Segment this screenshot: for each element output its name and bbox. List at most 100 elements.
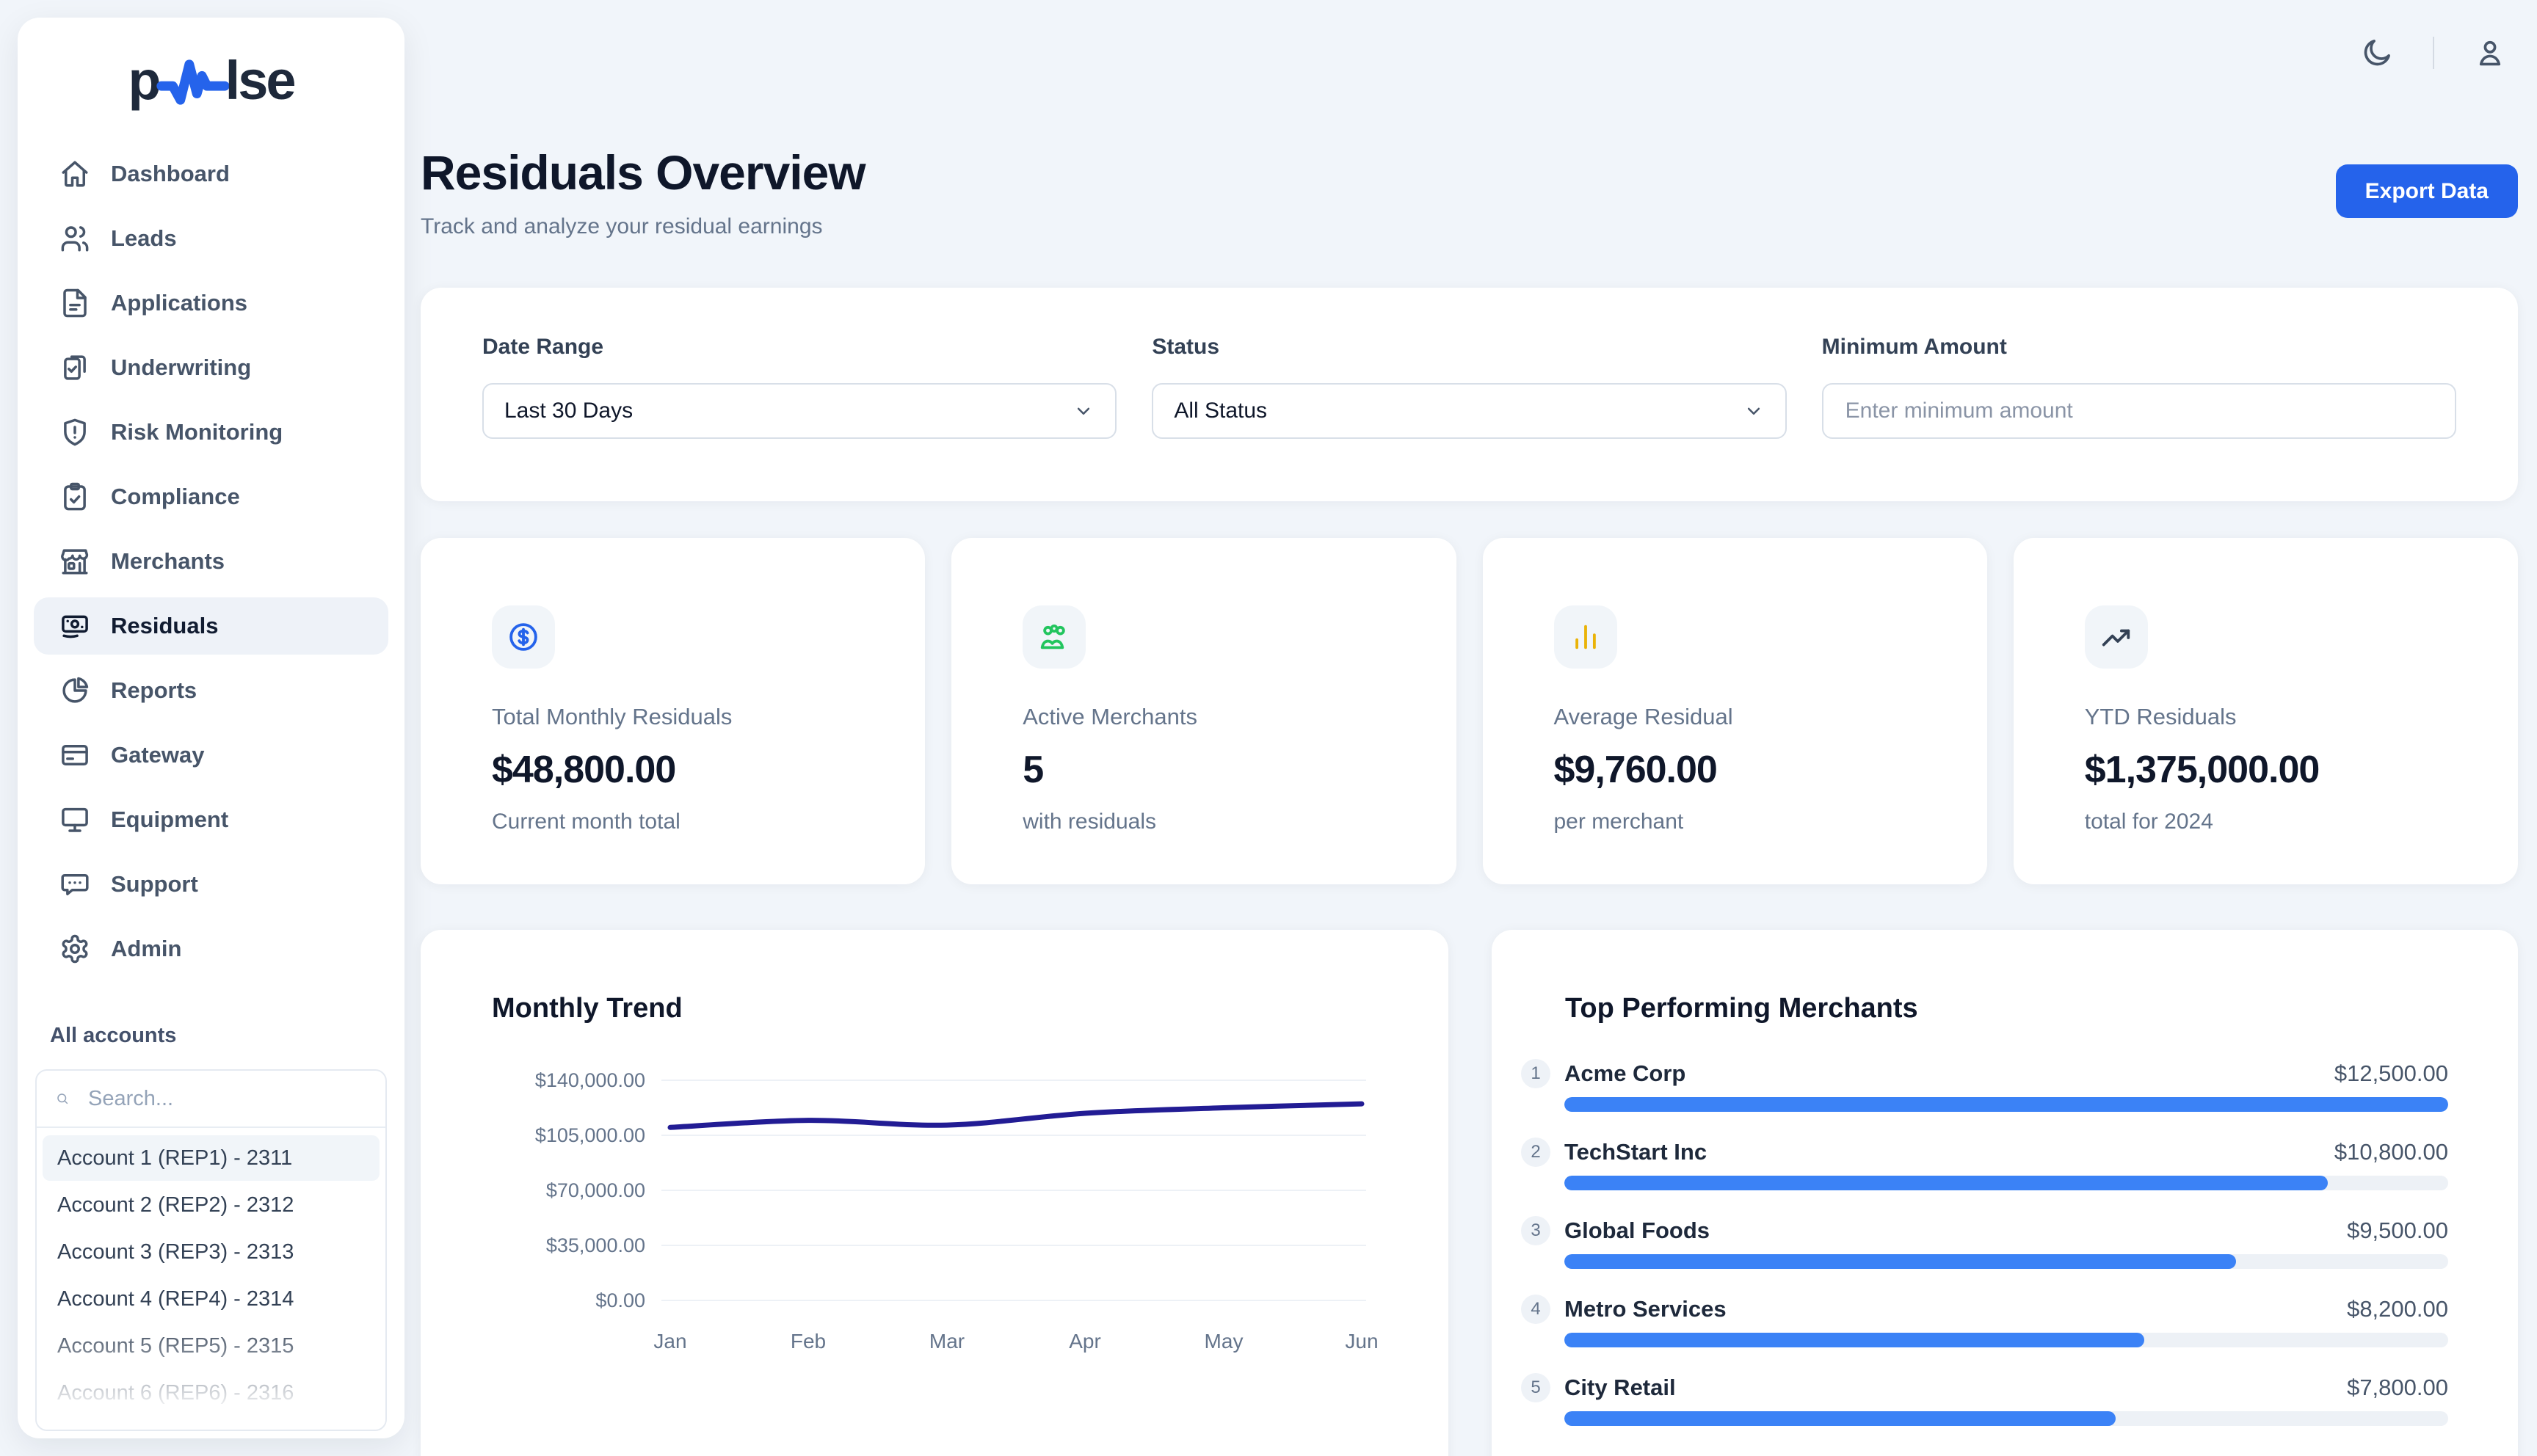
search-icon [56, 1087, 69, 1110]
status-select[interactable]: All Status [1152, 383, 1786, 439]
merchant-name: Global Foods [1564, 1217, 1710, 1244]
bottom-row: Monthly Trend $140,000.00 $105,000.00 $7… [421, 930, 2518, 1456]
rank-badge: 1 [1521, 1059, 1550, 1088]
merchant-bar-fill [1564, 1254, 2236, 1269]
merchant-bar-fill [1564, 1097, 2448, 1112]
stat-caption: with residuals [1023, 809, 1419, 834]
main-content: Residuals Overview Track and analyze you… [421, 0, 2518, 1456]
account-item[interactable]: Account 4 (REP4) - 2314 [43, 1276, 380, 1322]
top-merchants-card: Top Performing Merchants 1 Acme Corp $12… [1492, 930, 2518, 1456]
date-range-select[interactable]: Last 30 Days [482, 383, 1117, 439]
account-item[interactable]: Account 7 (REP7) - 2317 [43, 1417, 380, 1431]
svg-text:May: May [1205, 1330, 1244, 1353]
sidebar-item-residuals[interactable]: Residuals [34, 597, 388, 655]
merchant-bar-fill [1564, 1411, 2116, 1426]
sidebar-item-label: Reports [111, 677, 197, 704]
monitor-icon [59, 804, 90, 835]
stat-label: YTD Residuals [2085, 704, 2481, 730]
logo-text-prefix: p [128, 49, 159, 112]
account-search-input[interactable] [87, 1086, 366, 1112]
merchant-amount: $10,800.00 [2334, 1139, 2448, 1165]
banknote-icon [59, 611, 90, 641]
sidebar-item-label: Equipment [111, 807, 228, 833]
sidebar-item-compliance[interactable]: Compliance [34, 468, 388, 525]
svg-text:Jan: Jan [653, 1330, 686, 1353]
sidebar-item-gateway[interactable]: Gateway [34, 727, 388, 784]
x-axis-labels: Jan Feb Mar Apr May Jun [653, 1330, 1378, 1353]
svg-text:$105,000.00: $105,000.00 [535, 1124, 645, 1146]
merchant-bar-track [1564, 1333, 2448, 1347]
stat-card-total-monthly-residuals: Total Monthly Residuals $48,800.00 Curre… [421, 538, 925, 884]
sidebar-item-underwriting[interactable]: Underwriting [34, 339, 388, 396]
credit-card-icon [59, 740, 90, 771]
monthly-trend-chart: $140,000.00 $105,000.00 $70,000.00 $35,0… [465, 1055, 1419, 1370]
stat-value: $9,760.00 [1554, 748, 1950, 792]
bar-chart-icon [1554, 605, 1617, 669]
clipboard-check-icon [59, 481, 90, 512]
shield-alert-icon [59, 417, 90, 448]
account-item[interactable]: Account 1 (REP1) - 2311 [43, 1135, 380, 1181]
account-item[interactable]: Account 5 (REP5) - 2315 [43, 1323, 380, 1369]
merchant-bar-track [1564, 1097, 2448, 1112]
gridlines [661, 1080, 1366, 1300]
minimum-amount-filter: Minimum Amount [1822, 335, 2456, 501]
merchant-bar-track [1564, 1411, 2448, 1426]
sidebar-item-label: Risk Monitoring [111, 419, 283, 445]
merchant-amount: $12,500.00 [2334, 1060, 2448, 1087]
sidebar-item-dashboard[interactable]: Dashboard [34, 145, 388, 203]
monthly-trend-card: Monthly Trend $140,000.00 $105,000.00 $7… [421, 930, 1448, 1456]
rank-badge: 2 [1521, 1138, 1550, 1167]
merchant-name: Acme Corp [1564, 1060, 1685, 1087]
sidebar-item-label: Support [111, 871, 198, 898]
sidebar-item-reports[interactable]: Reports [34, 662, 388, 719]
svg-text:$140,000.00: $140,000.00 [535, 1069, 645, 1091]
chevron-down-icon [1743, 400, 1765, 422]
merchant-name: Metro Services [1564, 1296, 1727, 1322]
stat-label: Average Residual [1554, 704, 1950, 730]
page-header: Residuals Overview Track and analyze you… [421, 147, 2518, 239]
account-item[interactable]: Account 2 (REP2) - 2312 [43, 1182, 380, 1228]
minimum-amount-label: Minimum Amount [1822, 335, 2456, 360]
minimum-amount-input[interactable] [1844, 398, 2434, 424]
sidebar-item-label: Gateway [111, 742, 205, 768]
svg-text:$0.00: $0.00 [595, 1289, 645, 1311]
stat-card-active-merchants: Active Merchants 5 with residuals [951, 538, 1456, 884]
sidebar-item-applications[interactable]: Applications [34, 274, 388, 332]
merchant-row: 3 Global Foods $9,500.00 [1521, 1216, 2448, 1269]
file-text-icon [59, 288, 90, 318]
page-title: Residuals Overview [421, 147, 865, 198]
users-icon [59, 223, 90, 254]
account-item[interactable]: Account 6 (REP6) - 2316 [43, 1370, 380, 1416]
stat-caption: per merchant [1554, 809, 1950, 834]
home-icon [59, 159, 90, 189]
merchant-row: 4 Metro Services $8,200.00 [1521, 1295, 2448, 1347]
stat-value: $1,375,000.00 [2085, 748, 2481, 792]
sidebar-item-label: Compliance [111, 484, 240, 510]
filters-panel: Date Range Last 30 Days Status All Statu… [421, 288, 2518, 501]
sidebar-item-label: Underwriting [111, 354, 251, 381]
sidebar-item-leads[interactable]: Leads [34, 210, 388, 267]
svg-text:$70,000.00: $70,000.00 [546, 1179, 645, 1201]
accounts-list: Account 1 (REP1) - 2311 Account 2 (REP2)… [37, 1128, 385, 1431]
merchant-bar-track [1564, 1254, 2448, 1269]
pulse-line-icon [156, 54, 230, 110]
sidebar-item-risk-monitoring[interactable]: Risk Monitoring [34, 404, 388, 461]
sidebar-item-admin[interactable]: Admin [34, 920, 388, 978]
stat-caption: Current month total [492, 809, 888, 834]
sidebar-item-equipment[interactable]: Equipment [34, 791, 388, 848]
svg-text:$35,000.00: $35,000.00 [546, 1234, 645, 1256]
sidebar-item-support[interactable]: Support [34, 856, 388, 913]
sidebar-item-merchants[interactable]: Merchants [34, 533, 388, 590]
export-data-button[interactable]: Export Data [2336, 164, 2518, 218]
merchant-bar-fill [1564, 1333, 2144, 1347]
minimum-amount-field [1822, 383, 2456, 439]
sidebar-item-label: Leads [111, 225, 177, 252]
sidebar: p lse Dashboard Leads Applications Under… [18, 18, 404, 1438]
account-item[interactable]: Account 3 (REP3) - 2313 [43, 1229, 380, 1275]
store-icon [59, 546, 90, 577]
sidebar-item-label: Dashboard [111, 161, 230, 187]
residuals-overview-page: p lse Dashboard Leads Applications Under… [0, 0, 2537, 1456]
chart-title: Monthly Trend [492, 993, 683, 1024]
date-range-label: Date Range [482, 335, 1117, 360]
accounts-panel: Account 1 (REP1) - 2311 Account 2 (REP2)… [35, 1069, 387, 1431]
